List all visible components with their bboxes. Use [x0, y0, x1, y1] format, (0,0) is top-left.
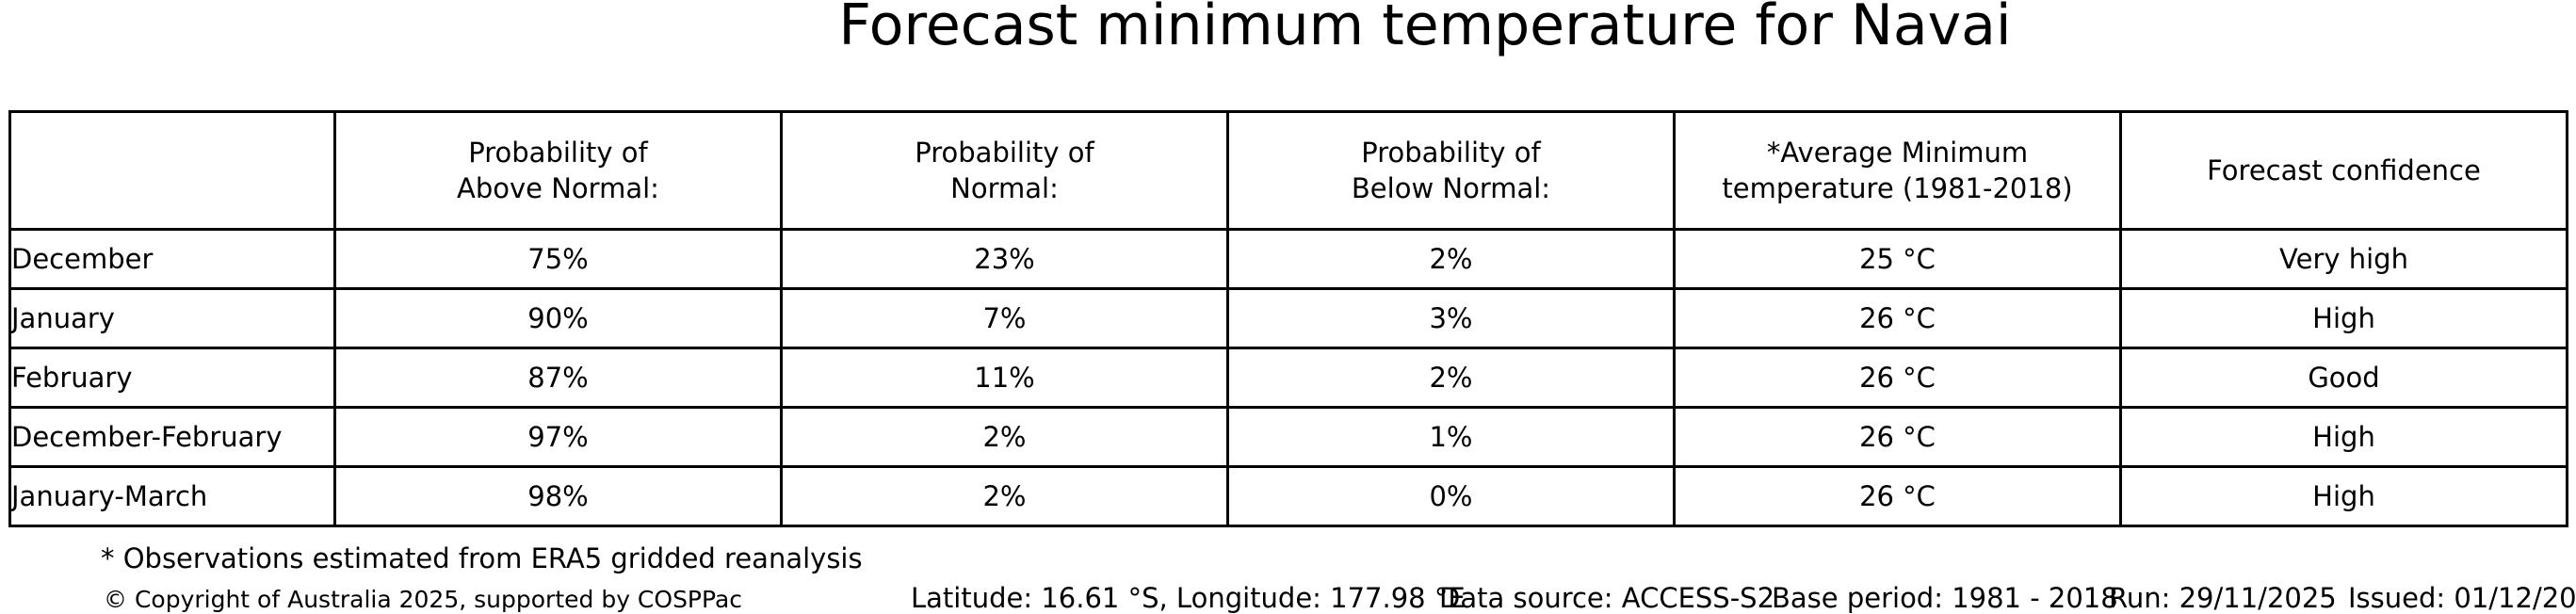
- table-row-january: January 90% 7% 3% 26 °C High: [8, 287, 2568, 349]
- below-normal-value: 2%: [1226, 347, 1676, 409]
- base-period-text: Base period: 1981 - 2018: [1772, 582, 2118, 614]
- row-label: December-February: [8, 406, 336, 468]
- row-label: December: [8, 228, 336, 290]
- run-date-text: Run: 29/11/2025: [2109, 582, 2337, 614]
- forecast-table: Probability of Above Normal: Probability…: [8, 110, 2568, 527]
- above-normal-value: 87%: [333, 347, 783, 409]
- below-normal-value: 3%: [1226, 287, 1676, 349]
- average-minimum-value: 26 °C: [1673, 347, 2122, 409]
- confidence-value: Very high: [2119, 228, 2568, 290]
- column-header-average-minimum: *Average Minimum temperature (1981-2018): [1673, 110, 2122, 231]
- above-normal-value: 90%: [333, 287, 783, 349]
- row-label: January: [8, 287, 336, 349]
- era5-footnote: * Observations estimated from ERA5 gridd…: [101, 542, 863, 574]
- column-header-normal: Probability of Normal:: [780, 110, 1229, 231]
- column-header-confidence: Forecast confidence: [2119, 110, 2568, 231]
- page-title: Forecast minimum temperature for Navai: [838, 0, 2012, 58]
- average-minimum-value: 26 °C: [1673, 406, 2122, 468]
- issued-date-text: Issued: 01/12/2025: [2348, 582, 2576, 614]
- lat-lon-text: Latitude: 16.61 °S, Longitude: 177.98 °E: [911, 582, 1466, 614]
- corner-cell: [8, 110, 336, 231]
- normal-value: 2%: [780, 406, 1229, 468]
- data-source-text: Data source: ACCESS-S2: [1439, 582, 1775, 614]
- row-label: January-March: [8, 465, 336, 527]
- confidence-value: High: [2119, 465, 2568, 527]
- normal-value: 2%: [780, 465, 1229, 527]
- normal-value: 7%: [780, 287, 1229, 349]
- row-label: February: [8, 347, 336, 409]
- table-row-january-march: January-March 98% 2% 0% 26 °C High: [8, 465, 2568, 527]
- average-minimum-value: 25 °C: [1673, 228, 2122, 290]
- confidence-value: High: [2119, 287, 2568, 349]
- below-normal-value: 0%: [1226, 465, 1676, 527]
- above-normal-value: 98%: [333, 465, 783, 527]
- table-row-february: February 87% 11% 2% 26 °C Good: [8, 347, 2568, 409]
- column-header-above-normal: Probability of Above Normal:: [333, 110, 783, 231]
- above-normal-value: 75%: [333, 228, 783, 290]
- confidence-value: Good: [2119, 347, 2568, 409]
- below-normal-value: 2%: [1226, 228, 1676, 290]
- average-minimum-value: 26 °C: [1673, 287, 2122, 349]
- table-row-december: December 75% 23% 2% 25 °C Very high: [8, 228, 2568, 290]
- below-normal-value: 1%: [1226, 406, 1676, 468]
- column-header-below-normal: Probability of Below Normal:: [1226, 110, 1676, 231]
- normal-value: 23%: [780, 228, 1229, 290]
- copyright-text: © Copyright of Australia 2025, supported…: [104, 586, 743, 613]
- header-row: Probability of Above Normal: Probability…: [8, 110, 2568, 231]
- table-row-december-february: December-February 97% 2% 1% 26 °C High: [8, 406, 2568, 468]
- normal-value: 11%: [780, 347, 1229, 409]
- above-normal-value: 97%: [333, 406, 783, 468]
- confidence-value: High: [2119, 406, 2568, 468]
- average-minimum-value: 26 °C: [1673, 465, 2122, 527]
